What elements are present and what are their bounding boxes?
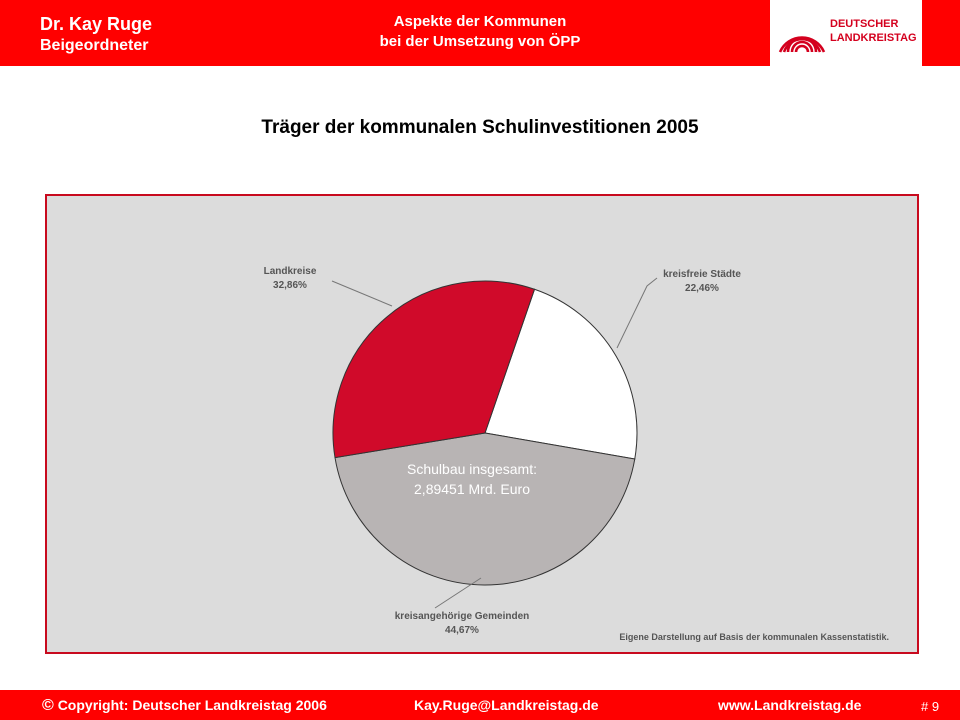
presentation-topic: Aspekte der Kommunen bei der Umsetzung v… [335, 12, 625, 53]
page-number: # 9 [921, 699, 940, 714]
header-bar: Dr. Kay Ruge Beigeordneter Aspekte der K… [0, 0, 960, 66]
center-note-line-1: Schulbau insgesamt: [407, 461, 537, 477]
pie-chart: Landkreise 32,86% kreisfreie Städte 22,4… [264, 266, 889, 642]
center-note-line-2: 2,89451 Mrd. Euro [414, 481, 530, 497]
landkreistag-logo-icon [778, 36, 826, 53]
leader-line-landkreise [331, 280, 393, 307]
slide-title: Träger der kommunalen Schulinvestitionen… [261, 117, 699, 138]
author-block: Dr. Kay Ruge Beigeordneter [40, 14, 152, 55]
slice-value-gemeinden: 44,67% [445, 625, 479, 636]
logo-text: DEUTSCHER LANDKREISTAG [830, 18, 917, 46]
footer-website[interactable]: www.Landkreistag.de [718, 697, 862, 713]
copyright-symbol: © [42, 697, 54, 714]
source-note: Eigene Darstellung auf Basis der kommuna… [619, 632, 889, 642]
slice-label-gemeinden: kreisangehörige Gemeinden [395, 611, 530, 622]
slice-value-kreisfreie-staedte: 22,46% [685, 283, 719, 294]
leader-line-gemeinden [434, 577, 482, 609]
footer-email[interactable]: Kay.Ruge@Landkreistag.de [414, 697, 599, 713]
pie-slice-gemeinden [334, 432, 636, 586]
logo-line-1: DEUTSCHER [830, 18, 899, 30]
footer-copyright: © Copyright: Deutscher Landkreistag 2006 [42, 697, 327, 715]
pie-slice-kreisfreie-staedte [484, 288, 638, 460]
topic-line-1: Aspekte der Kommunen [393, 13, 567, 30]
pie-slice-landkreise [332, 280, 536, 459]
logo: DEUTSCHER LANDKREISTAG [770, 0, 922, 66]
chart-frame: Landkreise 32,86% kreisfreie Städte 22,4… [45, 194, 919, 654]
author-role: Beigeordneter [40, 36, 149, 54]
slice-value-landkreise: 32,86% [273, 280, 307, 291]
topic-line-2: bei der Umsetzung von ÖPP [379, 33, 581, 51]
author-name: Dr. Kay Ruge [40, 14, 153, 34]
slice-label-kreisfreie-staedte: kreisfreie Städte [663, 269, 741, 280]
footer-bar: © Copyright: Deutscher Landkreistag 2006… [0, 690, 960, 720]
label-leaders [331, 277, 658, 609]
logo-line-2: LANDKREISTAG [830, 31, 917, 44]
slice-label-landkreise: Landkreise [264, 266, 317, 277]
pie-slices [332, 280, 638, 586]
leader-line-kreisfreie [616, 277, 658, 349]
copyright-text: Copyright: Deutscher Landkreistag 2006 [57, 697, 327, 713]
